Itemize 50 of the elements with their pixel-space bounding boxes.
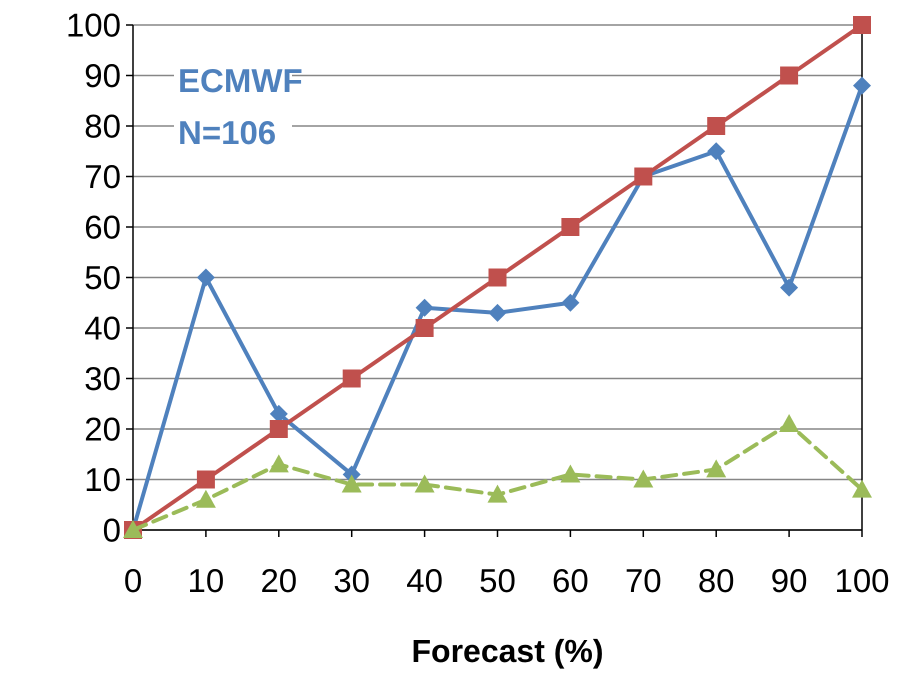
point <box>707 117 726 135</box>
x-tick-label: 20 <box>260 562 298 599</box>
y-tick-label: 70 <box>84 158 121 196</box>
point <box>342 370 361 388</box>
x-axis-title: Forecast (%) <box>411 633 604 669</box>
y-tick-label: 80 <box>84 108 121 145</box>
point <box>270 420 288 438</box>
annotation: N=106 <box>178 114 276 151</box>
point <box>852 480 872 498</box>
point <box>196 470 215 488</box>
y-tick-label: 100 <box>66 6 121 44</box>
point <box>268 454 289 472</box>
x-tick-label: 80 <box>698 562 735 599</box>
y-tick-label: 60 <box>84 208 121 246</box>
y-tick-label: 30 <box>84 360 121 398</box>
x-tick-label: 60 <box>552 562 589 599</box>
y-tick-label: 90 <box>84 57 121 94</box>
point <box>707 142 726 160</box>
point <box>561 294 580 312</box>
point <box>488 304 506 322</box>
x-tick-label: 10 <box>188 562 224 599</box>
point <box>416 298 434 317</box>
point <box>488 484 508 503</box>
point <box>414 474 435 493</box>
annotation: ECMWF <box>178 62 303 99</box>
x-tick-label: 70 <box>624 562 662 599</box>
y-tick-label: 40 <box>84 310 121 347</box>
point <box>780 66 798 84</box>
x-tick-label: 30 <box>333 562 370 599</box>
x-tick-label: 90 <box>770 562 808 599</box>
y-tick-label: 20 <box>84 410 121 448</box>
point <box>196 490 216 508</box>
point <box>416 319 434 337</box>
x-tick-label: 50 <box>479 562 516 599</box>
point <box>196 268 215 286</box>
point <box>488 268 506 286</box>
x-tick-label: 100 <box>834 562 890 599</box>
point <box>779 414 800 432</box>
point <box>561 218 580 236</box>
y-tick-label: 10 <box>84 461 121 498</box>
y-tick-label: 50 <box>84 259 121 296</box>
point <box>342 474 362 493</box>
point <box>853 16 871 34</box>
point <box>560 464 580 482</box>
y-tick-label: 0 <box>102 512 121 549</box>
point <box>780 278 798 297</box>
x-tick-label: 40 <box>406 562 443 599</box>
point <box>706 459 726 478</box>
point <box>633 470 654 488</box>
point <box>853 76 871 95</box>
